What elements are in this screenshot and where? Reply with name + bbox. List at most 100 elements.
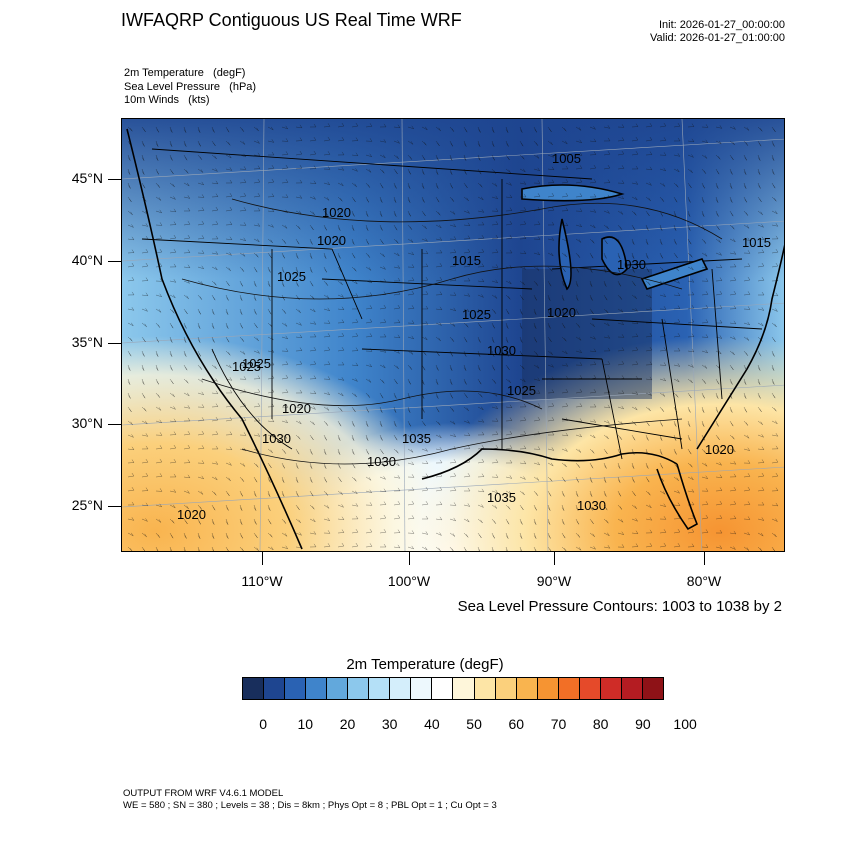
graticule: [122, 119, 784, 551]
wind-barb: [183, 532, 187, 539]
wind-barb: [631, 448, 635, 455]
wind-barb: [449, 154, 453, 161]
wind-barb: [421, 546, 428, 551]
wind-barb: [351, 332, 359, 338]
wind-barb: [267, 349, 275, 353]
colorbar-swatch: [579, 678, 601, 699]
wind-barb: [449, 236, 457, 240]
wind-barb: [561, 363, 569, 367]
wind-barb: [253, 350, 261, 354]
wind-barb: [351, 252, 356, 259]
wind-barb: [155, 378, 159, 385]
wind-barb: [743, 364, 747, 371]
wind-barb: [645, 238, 649, 245]
wind-barb: [533, 140, 539, 146]
wind-barb: [757, 262, 765, 268]
wind-barb: [617, 347, 625, 352]
wind-barb: [463, 293, 471, 297]
wind-barb: [631, 280, 636, 287]
wind-barb: [407, 434, 413, 440]
wind-barb: [561, 153, 569, 157]
wind-barb: [239, 447, 247, 452]
wind-barb: [183, 417, 191, 422]
wind-barb: [365, 292, 373, 296]
wind-barb: [743, 196, 748, 203]
wind-barb: [463, 420, 471, 424]
wind-barb: [197, 417, 205, 422]
wind-barb: [281, 504, 286, 511]
svg-text:1035: 1035: [487, 490, 516, 505]
wind-barb: [575, 462, 580, 468]
lat-tick: [108, 424, 121, 425]
wind-barb: [771, 235, 779, 240]
wind-barb: [449, 487, 457, 492]
wind-barb: [281, 389, 289, 394]
wind-barb: [533, 416, 541, 422]
wind-barb: [729, 276, 737, 282]
wind-barb: [211, 180, 219, 185]
wind-barb: [393, 350, 401, 354]
wind-barb: [743, 447, 751, 452]
wind-barb: [687, 378, 693, 384]
wind-barb: [547, 402, 555, 408]
wind-barb: [533, 546, 537, 551]
wind-barb: [631, 518, 639, 522]
wind-barb: [505, 504, 511, 510]
colorbar-swatch: [390, 678, 412, 699]
wind-barb: [225, 280, 230, 287]
wind-barb: [743, 378, 747, 385]
wind-barb: [449, 502, 457, 506]
wind-barb: [491, 532, 495, 539]
wind-barb: [211, 336, 215, 343]
wind-barb: [547, 417, 555, 422]
wind-barb: [323, 123, 331, 128]
wind-barb: [757, 364, 761, 371]
wind-barb: [729, 224, 735, 230]
wind-barb: [169, 406, 177, 410]
wind-barb: [561, 252, 567, 258]
wind-barb: [281, 138, 289, 142]
wind-barb: [323, 280, 329, 286]
slp-label: 1025: [277, 269, 306, 284]
wind-barb: [435, 224, 442, 229]
wind-barb: [155, 140, 159, 147]
wind-barb: [477, 392, 483, 398]
wind-barb: [505, 182, 513, 186]
wind-barb: [295, 347, 303, 352]
wind-barb: [323, 333, 331, 338]
wind-barb: [421, 140, 427, 146]
wind-barb: [323, 307, 331, 312]
wind-barb: [561, 350, 568, 355]
wind-barb: [253, 266, 258, 273]
wind-barb: [225, 167, 233, 171]
wind-barb: [645, 490, 651, 496]
wind-barb: [463, 154, 467, 161]
wind-barb: [379, 392, 384, 399]
wind-barb: [561, 126, 567, 132]
wind-barb: [197, 504, 203, 510]
wind-barb: [337, 238, 341, 245]
wind-barb: [449, 322, 456, 327]
wind-barb: [127, 126, 133, 132]
wind-barb: [757, 224, 765, 228]
wind-barb: [519, 518, 523, 525]
wind-barb: [687, 392, 692, 399]
wind-barb: [127, 210, 133, 216]
wind-barb: [631, 462, 635, 469]
wind-barb: [435, 516, 443, 521]
wind-barb: [337, 504, 345, 508]
wind-barb: [757, 459, 765, 464]
wind-barb: [323, 448, 327, 455]
wind-barb: [687, 252, 693, 258]
wind-barb: [435, 140, 440, 147]
wind-barb: [589, 419, 597, 423]
wind-barb: [225, 504, 229, 511]
wind-barb: [771, 433, 779, 437]
wind-barb: [603, 504, 608, 511]
wind-barb: [379, 154, 386, 159]
wind-barb: [407, 461, 415, 466]
wind-barb: [701, 501, 709, 506]
wind-barb: [435, 434, 442, 439]
wind-barb: [407, 277, 415, 282]
wind-barb: [743, 531, 751, 536]
